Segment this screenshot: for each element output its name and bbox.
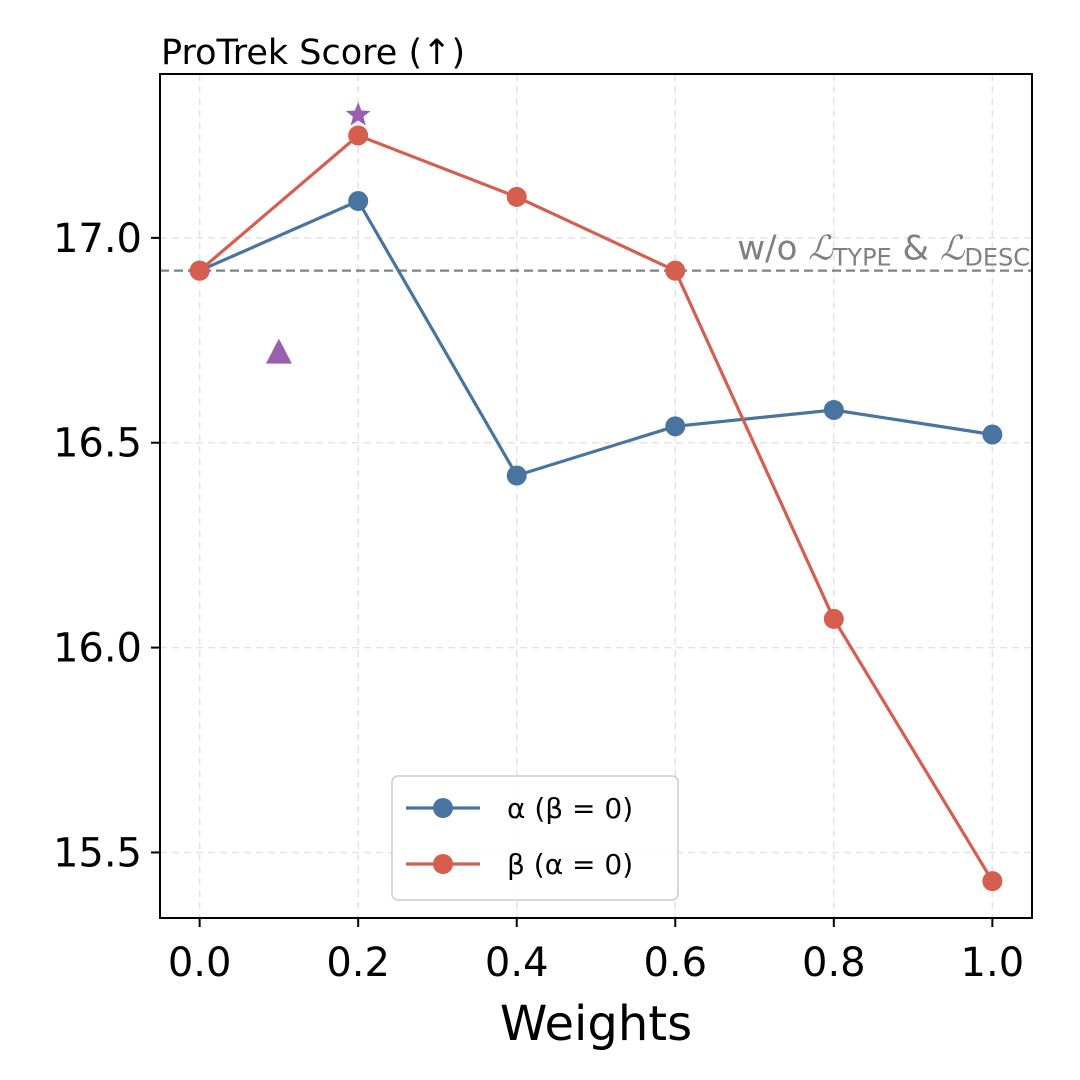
data-point-series-1 (982, 424, 1003, 445)
baseline-label-main: w/o (737, 229, 808, 269)
legend-marker-1 (433, 798, 453, 818)
plot-frame (159, 73, 1033, 919)
grid-lines (160, 74, 1032, 918)
data-point-series-2 (982, 871, 1003, 892)
legend-label-1: α (β = 0) (507, 792, 633, 825)
data-point-series-1 (823, 399, 844, 420)
data-point-series-2 (665, 260, 686, 281)
series-line-1 (198, 199, 993, 478)
series-line-2 (198, 133, 994, 882)
data-point-series-2 (189, 260, 210, 281)
chart-title: ProTrek Score (↑) (161, 33, 465, 73)
x-tick-label: 1.0 (961, 940, 1025, 986)
legend: α (β = 0) β (α = 0) (391, 775, 679, 901)
baseline-label-script-l1: ℒ (808, 229, 834, 269)
baseline-label: w/o ℒTYPE & ℒDESC (737, 229, 1030, 272)
data-point-series-1 (506, 465, 527, 486)
x-tick-label: 0.6 (643, 940, 707, 986)
triangle-marker (265, 338, 292, 364)
x-tick-label: 0.0 (168, 940, 232, 986)
data-point-series-2 (506, 186, 527, 207)
legend-label-2: β (α = 0) (507, 848, 633, 881)
y-tick-label: 17.0 (53, 216, 142, 262)
y-axis-ticks: 15.5 16.0 16.5 17.0 (53, 216, 160, 876)
baseline-label-script-l2: ℒ (940, 229, 966, 269)
y-tick-label: 15.5 (53, 830, 142, 876)
y-tick-label: 16.0 (53, 626, 142, 672)
series-group (189, 125, 1003, 892)
x-axis-label: Weights (500, 996, 692, 1052)
baseline-group: w/o ℒTYPE & ℒDESC (160, 229, 1032, 272)
data-point-series-1 (348, 191, 369, 212)
y-tick-label: 16.5 (53, 421, 142, 467)
data-point-series-1 (665, 416, 686, 437)
x-axis-ticks: 0.0 0.2 0.4 0.6 0.8 1.0 (168, 918, 1024, 986)
star-marker (345, 102, 371, 126)
baseline-label-sub-desc: DESC (964, 244, 1030, 272)
x-tick-label: 0.2 (326, 940, 390, 986)
baseline-label-sub-type: TYPE (832, 244, 892, 272)
data-point-series-2 (348, 125, 369, 146)
legend-marker-2 (433, 854, 453, 874)
x-tick-label: 0.4 (485, 940, 549, 986)
baseline-label-amp: & (892, 229, 940, 269)
data-point-series-2 (823, 608, 844, 629)
x-tick-label: 0.8 (802, 940, 866, 986)
extra-markers (265, 102, 371, 364)
